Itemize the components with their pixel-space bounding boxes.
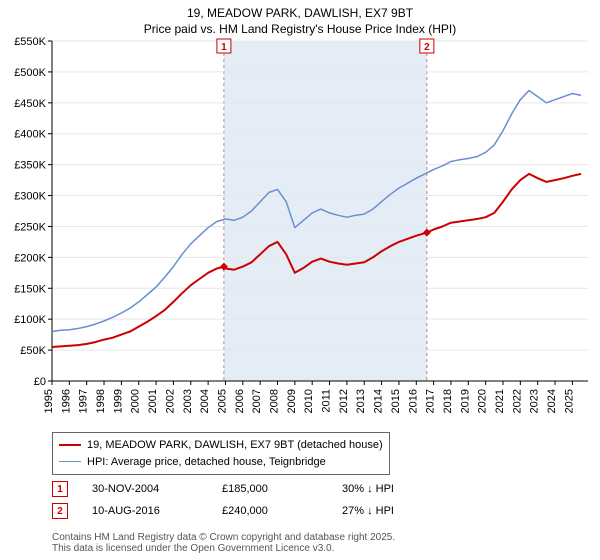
- sale-date: 30-NOV-2004: [92, 483, 222, 495]
- svg-text:2024: 2024: [546, 389, 558, 413]
- svg-text:2002: 2002: [164, 389, 176, 413]
- svg-text:2005: 2005: [216, 389, 228, 413]
- title-line1: 19, MEADOW PARK, DAWLISH, EX7 9BT: [0, 6, 600, 22]
- footer-line2: This data is licensed under the Open Gov…: [52, 543, 395, 554]
- sale-price: £240,000: [222, 505, 342, 517]
- svg-text:2009: 2009: [286, 389, 298, 413]
- sale-marker: 2: [52, 503, 68, 519]
- svg-text:2021: 2021: [494, 389, 506, 413]
- legend-swatch: [59, 444, 81, 446]
- svg-text:2025: 2025: [563, 389, 575, 413]
- legend-item: 19, MEADOW PARK, DAWLISH, EX7 9BT (detac…: [59, 437, 383, 454]
- sale-row: 1 30-NOV-2004£185,00030% ↓ HPI: [52, 478, 462, 500]
- svg-text:2016: 2016: [407, 389, 419, 413]
- price-chart: £0 £50K £100K £150K £200K £250K £300K £350K £400…: [0, 37, 600, 417]
- svg-text:£550K: £550K: [14, 37, 46, 48]
- svg-text:1998: 1998: [95, 389, 107, 413]
- svg-text:2004: 2004: [199, 389, 211, 413]
- svg-text:£400K: £400K: [14, 129, 46, 141]
- svg-text:2003: 2003: [182, 389, 194, 413]
- sale-diff: 30% ↓ HPI: [342, 483, 462, 495]
- svg-text:1997: 1997: [78, 389, 90, 413]
- footer: Contains HM Land Registry data © Crown c…: [52, 532, 395, 554]
- svg-text:£500K: £500K: [14, 67, 46, 79]
- svg-text:2015: 2015: [390, 389, 402, 413]
- svg-text:2014: 2014: [373, 389, 385, 413]
- svg-text:2012: 2012: [338, 389, 350, 413]
- svg-text:£50K: £50K: [20, 345, 46, 357]
- legend-label: 19, MEADOW PARK, DAWLISH, EX7 9BT (detac…: [87, 437, 383, 454]
- svg-text:2010: 2010: [303, 389, 315, 413]
- svg-text:2020: 2020: [477, 389, 489, 413]
- chart-title: 19, MEADOW PARK, DAWLISH, EX7 9BT Price …: [0, 0, 600, 37]
- sales-table: 1 30-NOV-2004£185,00030% ↓ HPI 2 10-AUG-201…: [52, 478, 462, 522]
- svg-text:2: 2: [424, 42, 430, 53]
- svg-text:£100K: £100K: [14, 314, 46, 326]
- sale-date: 10-AUG-2016: [92, 505, 222, 517]
- svg-text:2008: 2008: [269, 389, 281, 413]
- sale-marker: 1: [52, 481, 68, 497]
- svg-text:2001: 2001: [147, 389, 159, 413]
- svg-text:£0: £0: [34, 376, 46, 388]
- svg-text:2019: 2019: [459, 389, 471, 413]
- svg-text:1995: 1995: [43, 389, 55, 413]
- svg-text:£150K: £150K: [14, 283, 46, 295]
- svg-text:2007: 2007: [251, 389, 263, 413]
- svg-text:2017: 2017: [425, 389, 437, 413]
- legend: 19, MEADOW PARK, DAWLISH, EX7 9BT (detac…: [52, 432, 390, 475]
- svg-text:1: 1: [221, 42, 227, 53]
- svg-text:1996: 1996: [60, 389, 72, 413]
- svg-text:2011: 2011: [321, 389, 333, 413]
- svg-text:1999: 1999: [112, 389, 124, 413]
- svg-text:2006: 2006: [234, 389, 246, 413]
- svg-text:2022: 2022: [511, 389, 523, 413]
- svg-text:£250K: £250K: [14, 222, 46, 234]
- title-line2: Price paid vs. HM Land Registry's House …: [0, 22, 600, 38]
- svg-text:2013: 2013: [355, 389, 367, 413]
- svg-text:£350K: £350K: [14, 160, 46, 172]
- legend-swatch: [59, 461, 81, 462]
- svg-text:£200K: £200K: [14, 253, 46, 265]
- footer-line1: Contains HM Land Registry data © Crown c…: [52, 532, 395, 543]
- svg-text:2000: 2000: [130, 389, 142, 413]
- sale-row: 2 10-AUG-2016£240,00027% ↓ HPI: [52, 500, 462, 522]
- svg-text:£450K: £450K: [14, 98, 46, 110]
- legend-label: HPI: Average price, detached house, Teig…: [87, 454, 326, 471]
- legend-item: HPI: Average price, detached house, Teig…: [59, 454, 383, 471]
- svg-text:2023: 2023: [529, 389, 541, 413]
- sale-diff: 27% ↓ HPI: [342, 505, 462, 517]
- svg-text:£300K: £300K: [14, 191, 46, 203]
- sale-price: £185,000: [222, 483, 342, 495]
- svg-text:2018: 2018: [442, 389, 454, 413]
